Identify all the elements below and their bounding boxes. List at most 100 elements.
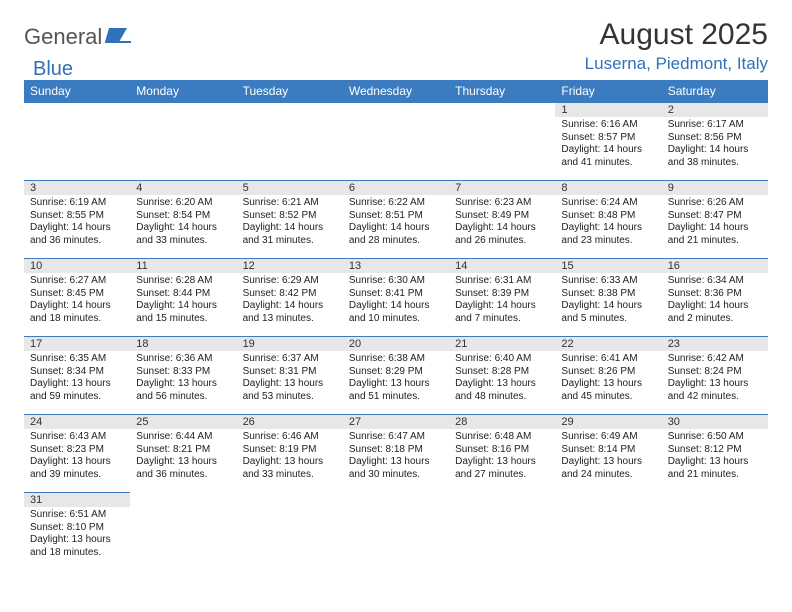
calendar-cell: 12Sunrise: 6:29 AMSunset: 8:42 PMDayligh… (237, 259, 343, 337)
day-line: Sunrise: 6:33 AM (561, 275, 655, 288)
day-details: Sunrise: 6:34 AMSunset: 8:36 PMDaylight:… (662, 273, 768, 327)
title-block: August 2025 Luserna, Piedmont, Italy (585, 18, 768, 74)
day-details: Sunrise: 6:49 AMSunset: 8:14 PMDaylight:… (555, 429, 661, 483)
day-details: Sunrise: 6:23 AMSunset: 8:49 PMDaylight:… (449, 195, 555, 249)
calendar-cell: 17Sunrise: 6:35 AMSunset: 8:34 PMDayligh… (24, 337, 130, 415)
day-line: Daylight: 14 hours (349, 222, 443, 235)
calendar-cell: 25Sunrise: 6:44 AMSunset: 8:21 PMDayligh… (130, 415, 236, 493)
day-details: Sunrise: 6:51 AMSunset: 8:10 PMDaylight:… (24, 507, 130, 561)
logo-flag-icon (105, 24, 131, 50)
day-line: and 18 minutes. (30, 313, 124, 326)
day-line: Daylight: 14 hours (561, 144, 655, 157)
day-details: Sunrise: 6:19 AMSunset: 8:55 PMDaylight:… (24, 195, 130, 249)
day-line: Sunset: 8:33 PM (136, 366, 230, 379)
day-number: 10 (24, 259, 130, 273)
day-line: Daylight: 14 hours (349, 300, 443, 313)
day-details: Sunrise: 6:33 AMSunset: 8:38 PMDaylight:… (555, 273, 661, 327)
day-line: Sunset: 8:19 PM (243, 444, 337, 457)
calendar-cell: 31Sunrise: 6:51 AMSunset: 8:10 PMDayligh… (24, 493, 130, 571)
day-line: Sunset: 8:39 PM (455, 288, 549, 301)
day-number: 9 (662, 181, 768, 195)
calendar-cell: 21Sunrise: 6:40 AMSunset: 8:28 PMDayligh… (449, 337, 555, 415)
day-line: and 45 minutes. (561, 391, 655, 404)
day-line: Sunset: 8:51 PM (349, 210, 443, 223)
day-line: Daylight: 14 hours (455, 222, 549, 235)
day-details: Sunrise: 6:21 AMSunset: 8:52 PMDaylight:… (237, 195, 343, 249)
day-line: Sunset: 8:23 PM (30, 444, 124, 457)
day-line: Sunrise: 6:49 AM (561, 431, 655, 444)
calendar-body: 1Sunrise: 6:16 AMSunset: 8:57 PMDaylight… (24, 103, 768, 571)
day-details: Sunrise: 6:28 AMSunset: 8:44 PMDaylight:… (130, 273, 236, 327)
day-line: Sunset: 8:47 PM (668, 210, 762, 223)
calendar-cell: 19Sunrise: 6:37 AMSunset: 8:31 PMDayligh… (237, 337, 343, 415)
calendar-cell (237, 103, 343, 181)
day-line: Sunrise: 6:17 AM (668, 119, 762, 132)
day-line: Daylight: 14 hours (668, 300, 762, 313)
day-line: and 51 minutes. (349, 391, 443, 404)
calendar-week: 3Sunrise: 6:19 AMSunset: 8:55 PMDaylight… (24, 181, 768, 259)
day-line: and 21 minutes. (668, 235, 762, 248)
calendar-week: 17Sunrise: 6:35 AMSunset: 8:34 PMDayligh… (24, 337, 768, 415)
day-line: Sunset: 8:29 PM (349, 366, 443, 379)
day-line: and 21 minutes. (668, 469, 762, 482)
calendar-week: 1Sunrise: 6:16 AMSunset: 8:57 PMDaylight… (24, 103, 768, 181)
day-header: Wednesday (343, 80, 449, 103)
day-line: Sunset: 8:12 PM (668, 444, 762, 457)
calendar-cell: 1Sunrise: 6:16 AMSunset: 8:57 PMDaylight… (555, 103, 661, 181)
day-number: 18 (130, 337, 236, 351)
day-line: Sunset: 8:14 PM (561, 444, 655, 457)
day-line: Sunrise: 6:48 AM (455, 431, 549, 444)
calendar-cell (449, 103, 555, 181)
day-line: and 39 minutes. (30, 469, 124, 482)
day-number: 29 (555, 415, 661, 429)
calendar-cell (130, 493, 236, 571)
day-number: 5 (237, 181, 343, 195)
calendar-week: 24Sunrise: 6:43 AMSunset: 8:23 PMDayligh… (24, 415, 768, 493)
day-line: Sunset: 8:45 PM (30, 288, 124, 301)
day-details: Sunrise: 6:20 AMSunset: 8:54 PMDaylight:… (130, 195, 236, 249)
calendar-cell: 9Sunrise: 6:26 AMSunset: 8:47 PMDaylight… (662, 181, 768, 259)
day-line: and 13 minutes. (243, 313, 337, 326)
day-line: Daylight: 13 hours (455, 456, 549, 469)
calendar-cell: 15Sunrise: 6:33 AMSunset: 8:38 PMDayligh… (555, 259, 661, 337)
calendar-cell: 22Sunrise: 6:41 AMSunset: 8:26 PMDayligh… (555, 337, 661, 415)
day-details: Sunrise: 6:17 AMSunset: 8:56 PMDaylight:… (662, 117, 768, 171)
calendar-cell (343, 493, 449, 571)
calendar-cell: 23Sunrise: 6:42 AMSunset: 8:24 PMDayligh… (662, 337, 768, 415)
day-line: Daylight: 14 hours (561, 300, 655, 313)
day-line: Sunrise: 6:21 AM (243, 197, 337, 210)
day-line: Sunrise: 6:37 AM (243, 353, 337, 366)
day-line: Sunrise: 6:51 AM (30, 509, 124, 522)
day-details: Sunrise: 6:46 AMSunset: 8:19 PMDaylight:… (237, 429, 343, 483)
day-line: Daylight: 13 hours (668, 456, 762, 469)
calendar-week: 10Sunrise: 6:27 AMSunset: 8:45 PMDayligh… (24, 259, 768, 337)
calendar-cell: 5Sunrise: 6:21 AMSunset: 8:52 PMDaylight… (237, 181, 343, 259)
day-line: Daylight: 14 hours (30, 222, 124, 235)
day-line: Sunset: 8:55 PM (30, 210, 124, 223)
day-line: Sunrise: 6:36 AM (136, 353, 230, 366)
day-line: Sunset: 8:10 PM (30, 522, 124, 535)
calendar-cell (449, 493, 555, 571)
day-line: Sunset: 8:49 PM (455, 210, 549, 223)
calendar-header-row: SundayMondayTuesdayWednesdayThursdayFrid… (24, 80, 768, 103)
day-line: and 53 minutes. (243, 391, 337, 404)
calendar-cell: 30Sunrise: 6:50 AMSunset: 8:12 PMDayligh… (662, 415, 768, 493)
calendar-cell (662, 493, 768, 571)
header: General August 2025 Luserna, Piedmont, I… (24, 18, 768, 74)
day-line: and 5 minutes. (561, 313, 655, 326)
day-details: Sunrise: 6:37 AMSunset: 8:31 PMDaylight:… (237, 351, 343, 405)
day-line: Sunset: 8:24 PM (668, 366, 762, 379)
day-details: Sunrise: 6:48 AMSunset: 8:16 PMDaylight:… (449, 429, 555, 483)
day-line: Daylight: 13 hours (30, 378, 124, 391)
day-line: Daylight: 14 hours (136, 222, 230, 235)
day-line: Sunrise: 6:16 AM (561, 119, 655, 132)
day-line: Sunrise: 6:22 AM (349, 197, 443, 210)
calendar-cell (130, 103, 236, 181)
calendar-page: General August 2025 Luserna, Piedmont, I… (0, 0, 792, 571)
logo: General (24, 24, 131, 50)
day-line: and 30 minutes. (349, 469, 443, 482)
day-header: Friday (555, 80, 661, 103)
day-line: Daylight: 14 hours (30, 300, 124, 313)
day-line: Daylight: 14 hours (455, 300, 549, 313)
day-line: Daylight: 13 hours (561, 378, 655, 391)
